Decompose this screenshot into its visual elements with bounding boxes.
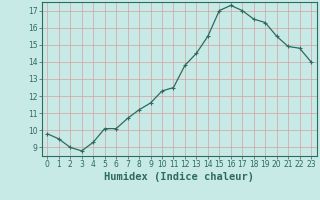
X-axis label: Humidex (Indice chaleur): Humidex (Indice chaleur)	[104, 172, 254, 182]
